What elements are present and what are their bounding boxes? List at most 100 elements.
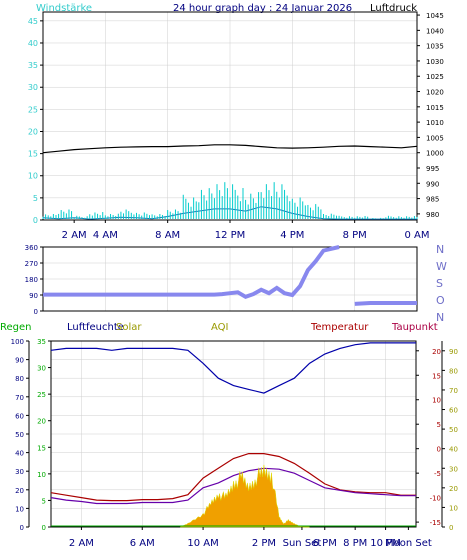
humidity-tick-label: 90 [15, 357, 24, 365]
pressure-tick-label: 1000 [426, 150, 444, 158]
rain-axis-ticks: 0 5 10 15 20 25 30 35 [37, 338, 51, 532]
legend-label: Luftfeuchte [67, 322, 124, 333]
x-tick-label: 4 AM [93, 230, 118, 241]
compass-label: N [436, 243, 444, 256]
legend-label: AQI [211, 322, 229, 333]
legend-label: Regen [0, 322, 32, 333]
pressure-tick-label: 1015 [426, 104, 444, 112]
x-tick-label: 2 PM [252, 538, 276, 549]
wind-pressure-grid [43, 12, 417, 221]
rain-tick-label: 35 [37, 338, 46, 346]
wind-axis-ticks: 0 5 10 15 20 25 30 35 40 45 [28, 17, 43, 225]
humidity-tick-label: 20 [15, 487, 24, 495]
compass-label: W [436, 260, 447, 273]
wind-pressure-x-ticks: 2 AM 4 AM 8 AM 12 PM 4 PM 8 PM 0 AM [62, 220, 430, 241]
pressure-tick-label: 990 [426, 180, 439, 188]
humidity-line [50, 342, 416, 394]
humidity-tick-label: 30 [15, 468, 24, 476]
temperature-tick-label: -10 [430, 495, 441, 503]
wind-tick-label: 25 [28, 105, 38, 114]
x-tick-label: Sun Set [283, 538, 322, 549]
temperature-tick-label: 20 [432, 348, 441, 356]
solar-tick-label: 30 [449, 465, 458, 473]
humidity-tick-label: 10 [15, 505, 24, 513]
compass-label: O [436, 294, 445, 307]
solar-tick-label: 90 [449, 348, 458, 356]
humidity-tick-label: 100 [11, 338, 24, 346]
x-tick-label: 8 PM [343, 538, 367, 549]
wind-direction-grid [43, 246, 417, 312]
pressure-tick-label: 1025 [426, 73, 444, 81]
rain-tick-label: 25 [37, 391, 46, 399]
x-tick-label: 2 AM [69, 538, 94, 549]
rain-tick-label: 0 [42, 524, 46, 532]
pressure-tick-label: 1045 [426, 12, 444, 20]
pressure-axis-title: Luftdruck [370, 3, 417, 14]
pressure-axis-ticks: 980 985 990 995 1000 1005 1010 1015 1020 1025 1030… [417, 12, 444, 219]
pressure-line [42, 144, 418, 154]
direction-tick-label: 270 [25, 260, 38, 268]
temperature-axis-ticks: -15 -10 -5 0 5 10 15 20 [416, 348, 441, 527]
pressure-tick-label: 985 [426, 196, 439, 204]
humidity-tick-label: 70 [15, 394, 24, 402]
solar-tick-label: 20 [449, 485, 458, 493]
x-tick-label: 12 PM [215, 230, 246, 241]
pressure-tick-label: 1030 [426, 58, 444, 66]
pressure-tick-label: 1010 [426, 119, 444, 127]
wind-direction-series [43, 245, 417, 306]
x-tick-label: 10 AM [187, 538, 218, 549]
solar-tick-label: 50 [449, 426, 458, 434]
dewpoint-line [50, 467, 416, 505]
direction-tick-label: 90 [29, 292, 38, 300]
direction-tick-label: 360 [25, 244, 38, 252]
solar-tick-label: 10 [449, 504, 458, 512]
wind-tick-label: 20 [28, 127, 38, 136]
temperature-tick-label: -5 [434, 470, 441, 478]
temperature-tick-label: 0 [437, 446, 441, 454]
wind-tick-label: 30 [28, 83, 38, 92]
wind-tick-label: 45 [28, 17, 38, 26]
x-tick-label: 6 AM [130, 538, 155, 549]
x-tick-label: 2 AM [62, 230, 87, 241]
temperature-tick-label: -15 [430, 519, 441, 527]
humidity-tick-label: 0 [20, 524, 24, 532]
rain-tick-label: 5 [42, 497, 46, 505]
wind-tick-label: 40 [28, 39, 38, 48]
wind-tick-label: 5 [33, 194, 38, 203]
compass-label: S [436, 277, 443, 290]
direction-tick-label: 180 [25, 276, 38, 284]
humidity-tick-label: 50 [15, 431, 24, 439]
solar-axis-ticks: 0 10 20 30 40 50 60 70 80 90 [441, 341, 458, 532]
pressure-tick-label: 980 [426, 211, 439, 219]
solar-tick-label: 70 [449, 387, 458, 395]
x-tick-label: 8 AM [155, 230, 180, 241]
direction-axis-ticks: 0 90 180 270 360 [25, 244, 43, 316]
pressure-tick-label: 1020 [426, 89, 444, 97]
rain-tick-label: 30 [37, 365, 46, 373]
pressure-tick-label: 1040 [426, 27, 444, 35]
x-tick-label: 4 PM [280, 230, 304, 241]
wind-tick-label: 10 [28, 172, 38, 181]
temperature-line [50, 453, 416, 502]
pressure-tick-label: 1035 [426, 43, 444, 51]
humidity-tick-label: 60 [15, 412, 24, 420]
temperature-tick-label: 10 [432, 397, 441, 405]
x-tick-label: 0 AM [404, 230, 429, 241]
wind-tick-label: 35 [28, 61, 38, 70]
direction-tick-label: 0 [34, 308, 38, 316]
direction-line [43, 245, 340, 299]
wind-tick-label: 0 [33, 216, 38, 225]
x-tick-label: 10 PM [370, 538, 401, 549]
direction-line [354, 301, 417, 306]
humidity-tick-label: 80 [15, 375, 24, 383]
legend-label: Taupunkt [391, 322, 438, 333]
compass-label: N [436, 311, 444, 324]
rain-tick-label: 10 [37, 471, 46, 479]
wind-tick-label: 15 [28, 150, 38, 159]
climate-series [50, 342, 416, 528]
solar-tick-label: 40 [449, 446, 458, 454]
